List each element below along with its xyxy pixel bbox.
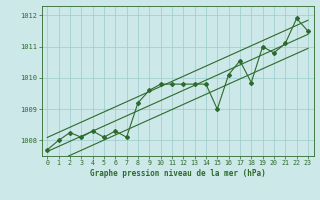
X-axis label: Graphe pression niveau de la mer (hPa): Graphe pression niveau de la mer (hPa) (90, 169, 266, 178)
